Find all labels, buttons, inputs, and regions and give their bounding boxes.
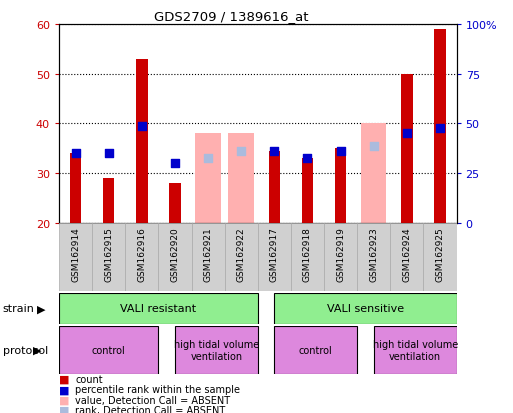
Bar xyxy=(390,223,423,291)
Text: control: control xyxy=(299,345,332,355)
Bar xyxy=(225,223,258,291)
Text: GSM162920: GSM162920 xyxy=(170,226,180,281)
Text: high tidal volume
ventilation: high tidal volume ventilation xyxy=(372,339,458,361)
Bar xyxy=(274,326,357,374)
Point xyxy=(105,150,113,157)
Bar xyxy=(59,293,258,324)
Text: ■: ■ xyxy=(59,405,69,413)
Bar xyxy=(175,326,258,374)
Point xyxy=(337,148,345,154)
Bar xyxy=(191,223,225,291)
Bar xyxy=(374,326,457,374)
Bar xyxy=(274,293,457,324)
Point xyxy=(237,148,245,154)
Bar xyxy=(335,149,346,223)
Bar xyxy=(291,223,324,291)
Bar xyxy=(59,223,92,291)
Text: GSM162924: GSM162924 xyxy=(402,226,411,281)
Bar xyxy=(268,151,280,223)
Text: GSM162921: GSM162921 xyxy=(204,226,212,281)
Text: count: count xyxy=(75,374,103,384)
Text: GSM162917: GSM162917 xyxy=(270,226,279,281)
Bar xyxy=(423,223,457,291)
Bar xyxy=(228,134,254,223)
Bar xyxy=(103,178,114,223)
Text: GSM162914: GSM162914 xyxy=(71,226,80,281)
Bar xyxy=(357,223,390,291)
Text: GSM162922: GSM162922 xyxy=(236,226,246,281)
Bar xyxy=(169,183,181,223)
Text: GDS2709 / 1389616_at: GDS2709 / 1389616_at xyxy=(153,10,308,23)
Bar xyxy=(361,124,386,223)
Point xyxy=(403,131,411,137)
Text: ▶: ▶ xyxy=(37,304,46,314)
Text: GSM162923: GSM162923 xyxy=(369,226,378,281)
Text: protocol: protocol xyxy=(3,345,48,355)
Text: GSM162919: GSM162919 xyxy=(336,226,345,281)
Text: high tidal volume
ventilation: high tidal volume ventilation xyxy=(174,339,259,361)
Text: value, Detection Call = ABSENT: value, Detection Call = ABSENT xyxy=(75,395,230,405)
Point xyxy=(303,155,311,162)
Bar xyxy=(136,59,148,223)
Text: ■: ■ xyxy=(59,374,69,384)
Text: GSM162915: GSM162915 xyxy=(104,226,113,281)
Bar xyxy=(59,326,159,374)
Point xyxy=(137,123,146,130)
Point xyxy=(171,160,179,167)
Text: VALI sensitive: VALI sensitive xyxy=(327,304,404,314)
Point xyxy=(436,126,444,132)
Bar xyxy=(302,159,313,223)
Text: GSM162925: GSM162925 xyxy=(436,226,444,281)
Text: percentile rank within the sample: percentile rank within the sample xyxy=(75,385,241,394)
Point xyxy=(370,143,378,150)
Bar xyxy=(434,30,446,223)
Text: rank, Detection Call = ABSENT: rank, Detection Call = ABSENT xyxy=(75,405,226,413)
Bar xyxy=(401,74,412,223)
Text: control: control xyxy=(92,345,126,355)
Bar xyxy=(324,223,357,291)
Text: strain: strain xyxy=(3,304,34,314)
Text: ■: ■ xyxy=(59,385,69,394)
Text: ■: ■ xyxy=(59,395,69,405)
Text: VALI resistant: VALI resistant xyxy=(121,304,196,314)
Point xyxy=(71,150,80,157)
Bar xyxy=(125,223,159,291)
Bar xyxy=(195,134,221,223)
Bar xyxy=(258,223,291,291)
Text: ▶: ▶ xyxy=(33,345,42,355)
Point xyxy=(270,148,279,154)
Bar xyxy=(159,223,191,291)
Bar xyxy=(70,154,82,223)
Text: GSM162918: GSM162918 xyxy=(303,226,312,281)
Bar xyxy=(92,223,125,291)
Point xyxy=(204,155,212,162)
Text: GSM162916: GSM162916 xyxy=(137,226,146,281)
